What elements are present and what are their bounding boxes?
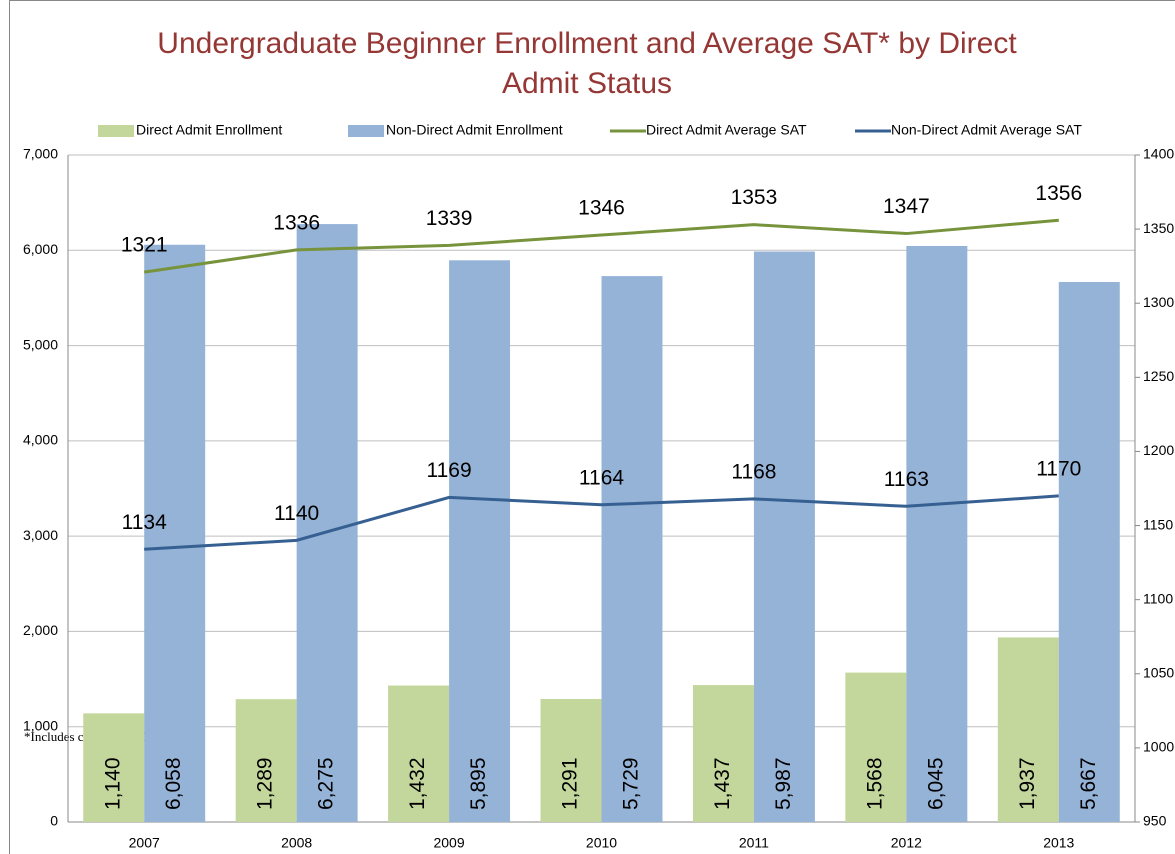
line-value-label: 1169 bbox=[426, 459, 471, 482]
bar bbox=[296, 224, 358, 822]
legend-label: Non-Direct Admit Average SAT bbox=[891, 122, 1082, 138]
line-value-label: 1346 bbox=[578, 197, 625, 220]
y-tick-label: 2,000 bbox=[23, 622, 58, 638]
bar bbox=[601, 276, 663, 822]
y-tick-label: 4,000 bbox=[23, 432, 58, 448]
line-value-label: 1170 bbox=[1036, 457, 1081, 480]
x-tick-label: 2013 bbox=[1043, 835, 1074, 851]
legend-label: Direct Admit Enrollment bbox=[136, 122, 282, 138]
line-value-label: 1356 bbox=[1035, 182, 1082, 205]
bar bbox=[540, 698, 602, 822]
bar bbox=[449, 260, 511, 822]
line-value-label: 1347 bbox=[883, 195, 930, 218]
bar-value-label: 6,058 bbox=[162, 757, 185, 810]
bar-value-label: 1,937 bbox=[1016, 757, 1039, 810]
line-value-label: 1163 bbox=[884, 468, 929, 491]
y2-tick-label: 1200 bbox=[1143, 442, 1174, 458]
x-tick-label: 2007 bbox=[129, 835, 160, 851]
bar-value-label: 6,045 bbox=[924, 757, 947, 810]
line bbox=[143, 218, 1059, 274]
y2-tick-label: 1350 bbox=[1143, 220, 1174, 236]
line-value-label: 1140 bbox=[274, 502, 319, 525]
bar-value-label: 5,729 bbox=[620, 757, 643, 810]
x-tick-label: 2011 bbox=[739, 835, 769, 851]
y2-tick-label: 1100 bbox=[1143, 590, 1173, 606]
y2-tick-label: 1000 bbox=[1143, 739, 1174, 755]
y2-tick-label: 1300 bbox=[1143, 294, 1174, 310]
bar bbox=[997, 637, 1059, 822]
line-value-label: 1321 bbox=[121, 234, 168, 257]
bar-value-label: 1,291 bbox=[559, 757, 582, 810]
chart-title: Undergraduate Beginner Enrollment and Av… bbox=[157, 27, 1017, 60]
bar bbox=[845, 672, 907, 822]
y2-tick-label: 1050 bbox=[1143, 664, 1174, 680]
bar bbox=[235, 699, 297, 822]
bar bbox=[753, 251, 815, 823]
x-tick-label: 2008 bbox=[281, 835, 312, 851]
y2-tick-label: 1150 bbox=[1143, 516, 1173, 532]
bar-value-label: 1,289 bbox=[254, 757, 277, 810]
chart-title: Admit Status bbox=[502, 67, 672, 100]
x-tick-label: 2010 bbox=[586, 835, 617, 851]
chart-frame bbox=[9, 0, 1175, 854]
line-value-label: 1164 bbox=[579, 466, 624, 489]
y-tick-label: 7,000 bbox=[23, 146, 58, 162]
legend-label: Direct Admit Average SAT bbox=[646, 122, 807, 138]
bar-value-label: 6,275 bbox=[315, 757, 338, 810]
bar-value-label: 1,437 bbox=[711, 757, 734, 810]
bar-value-label: 5,667 bbox=[1077, 757, 1100, 810]
bar-value-label: 5,987 bbox=[772, 757, 795, 810]
legend-label: Non-Direct Admit Enrollment bbox=[386, 122, 563, 138]
line-value-label: 1134 bbox=[122, 511, 167, 534]
y2-tick-label: 1400 bbox=[1143, 146, 1174, 162]
bar bbox=[1058, 282, 1120, 822]
line-value-label: 1353 bbox=[731, 186, 778, 209]
bar bbox=[906, 245, 968, 822]
x-tick-label: 2009 bbox=[433, 835, 464, 851]
line bbox=[144, 494, 1059, 551]
legend-swatch bbox=[348, 125, 384, 137]
bar bbox=[83, 713, 145, 822]
x-tick-label: 2012 bbox=[891, 835, 922, 851]
y-tick-label: 6,000 bbox=[23, 241, 58, 257]
bar bbox=[692, 685, 754, 822]
y2-tick-label: 1250 bbox=[1143, 368, 1174, 384]
bar-value-label: 1,568 bbox=[863, 757, 886, 810]
bar-value-label: 1,432 bbox=[406, 757, 429, 810]
y-tick-label: 3,000 bbox=[23, 527, 58, 543]
line-value-label: 1168 bbox=[731, 460, 776, 483]
bar bbox=[388, 685, 450, 822]
line-value-label: 1339 bbox=[426, 207, 473, 230]
line-value-label: 1336 bbox=[273, 211, 320, 234]
legend-swatch bbox=[98, 125, 134, 137]
bar-value-label: 1,140 bbox=[101, 757, 124, 810]
bar-value-label: 5,895 bbox=[467, 757, 490, 810]
y-tick-label: 5,000 bbox=[23, 336, 58, 352]
y-tick-label: 1,000 bbox=[23, 717, 58, 733]
bar bbox=[144, 244, 206, 822]
y2-tick-label: 950 bbox=[1143, 813, 1167, 829]
y-tick-label: 0 bbox=[50, 813, 58, 829]
